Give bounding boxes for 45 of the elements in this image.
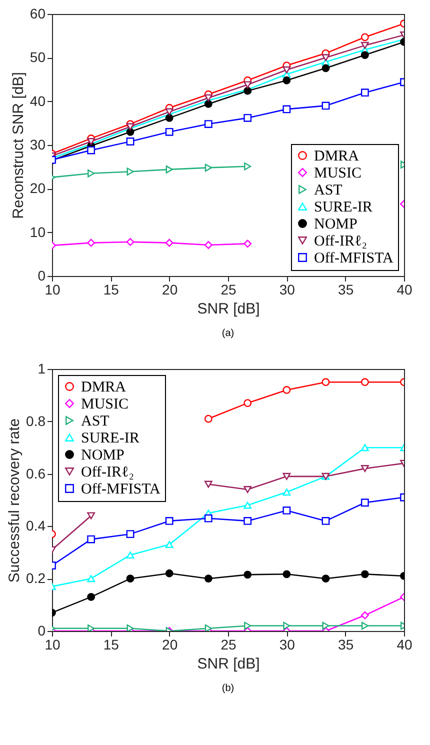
x-tick-label: 35 xyxy=(338,282,354,298)
legend-label: Off-MFISTA xyxy=(314,250,394,266)
y-tick-label: 0.8 xyxy=(26,412,46,429)
y-tick-label: 50 xyxy=(30,49,46,66)
legend-label: AST xyxy=(314,182,342,198)
y-axis-title: Successful recovery rate xyxy=(6,418,24,583)
y-tick-label: 0.2 xyxy=(26,570,46,586)
x-axis-title: SNR [dB] xyxy=(197,656,260,672)
x-tick-label: 25 xyxy=(220,282,236,298)
x-tick-label: 30 xyxy=(279,636,296,652)
legend-label: NOMP xyxy=(314,216,358,232)
x-tick-label: 15 xyxy=(103,636,120,652)
legend-label: SURE-IR xyxy=(314,200,372,216)
legend-label: Off-IRℓ₂ xyxy=(81,464,134,480)
x-tick-label: 30 xyxy=(279,282,296,298)
legend-label: AST xyxy=(81,414,110,430)
y-tick-label: 20 xyxy=(30,180,46,196)
x-tick-label: 40 xyxy=(396,636,412,652)
y-tick-label: 0 xyxy=(38,268,46,284)
x-tick-label: 20 xyxy=(162,636,178,652)
x-tick-label: 25 xyxy=(220,636,236,652)
x-tick-label: 15 xyxy=(103,282,120,298)
text: (b) xyxy=(222,683,234,694)
legend-label: MUSIC xyxy=(314,166,362,182)
y-tick-label: 0 xyxy=(38,622,46,638)
x-tick-label: 40 xyxy=(396,282,412,298)
legend-label: NOMP xyxy=(81,448,124,464)
x-tick-label: 35 xyxy=(338,636,354,652)
y-tick-label: 0.6 xyxy=(26,465,46,482)
x-axis-title: SNR [dB] xyxy=(197,300,260,318)
legend-label: Off-IRℓ₂ xyxy=(314,234,367,250)
legend-label: DMRA xyxy=(314,148,360,164)
x-tick-label: 20 xyxy=(162,282,178,298)
legend-label: MUSIC xyxy=(81,396,129,412)
y-tick-label: 40 xyxy=(30,92,46,109)
y-tick-label: 60 xyxy=(30,6,46,22)
y-axis-title: Reconstruct SNR [dB] xyxy=(10,72,27,219)
y-tick-label: 10 xyxy=(30,224,46,240)
legend-label: Off-MFISTA xyxy=(81,482,161,498)
text: (a) xyxy=(222,328,234,339)
legend-label: DMRA xyxy=(81,380,126,396)
y-tick-label: 30 xyxy=(30,136,46,152)
y-tick-label: 1 xyxy=(38,360,46,376)
y-tick-label: 0.4 xyxy=(26,518,46,534)
legend-label: SURE-IR xyxy=(81,430,140,446)
